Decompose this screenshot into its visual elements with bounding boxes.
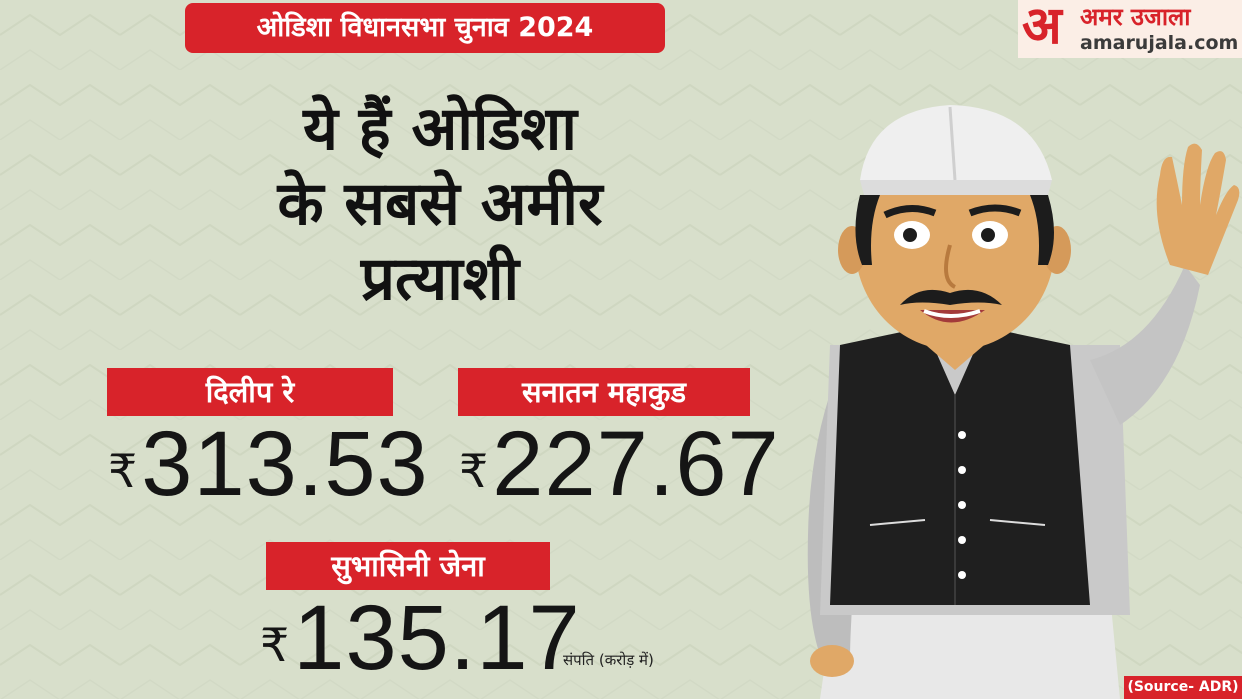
candidate-2-assets-value: 227.67 [492,413,780,515]
election-tag: ओडिशा विधानसभा चुनाव 2024 [185,3,665,53]
candidate-1-assets-value: 313.53 [141,413,429,515]
headline: ये हैं ओडिशा के सबसे अमीर प्रत्याशी [170,92,710,317]
logo-name: अमर उजाला [1080,3,1191,31]
candidate-3-name: सुभासिनी जेना [266,542,550,590]
headline-line-1: ये हैं ओडिशा [303,94,577,164]
logo-url: amarujala.com [1080,32,1239,54]
headline-line-2: के सबसे अमीर [277,169,603,239]
logo-mark-icon: अ [1022,0,1062,56]
candidate-3-assets: ₹135.17 [260,586,581,691]
waving-politician-figure-icon [807,105,1240,699]
candidate-1-assets: ₹313.53 [108,412,429,517]
candidate-2-name: सनातन महाकुड [458,368,750,416]
source-label: (Source- ADR) [1124,676,1242,699]
assets-unit-note: संपति (करोड़ में) [563,651,654,669]
headline-line-3: प्रत्याशी [360,244,520,314]
rupee-icon: ₹ [260,619,290,671]
rupee-icon: ₹ [459,445,489,497]
brand-logo[interactable]: अ अमर उजाला amarujala.com [1018,0,1242,58]
rupee-icon: ₹ [108,445,138,497]
candidate-2-assets: ₹227.67 [459,412,780,517]
candidate-1-name: दिलीप रे [107,368,393,416]
candidate-3-assets-value: 135.17 [293,587,581,689]
